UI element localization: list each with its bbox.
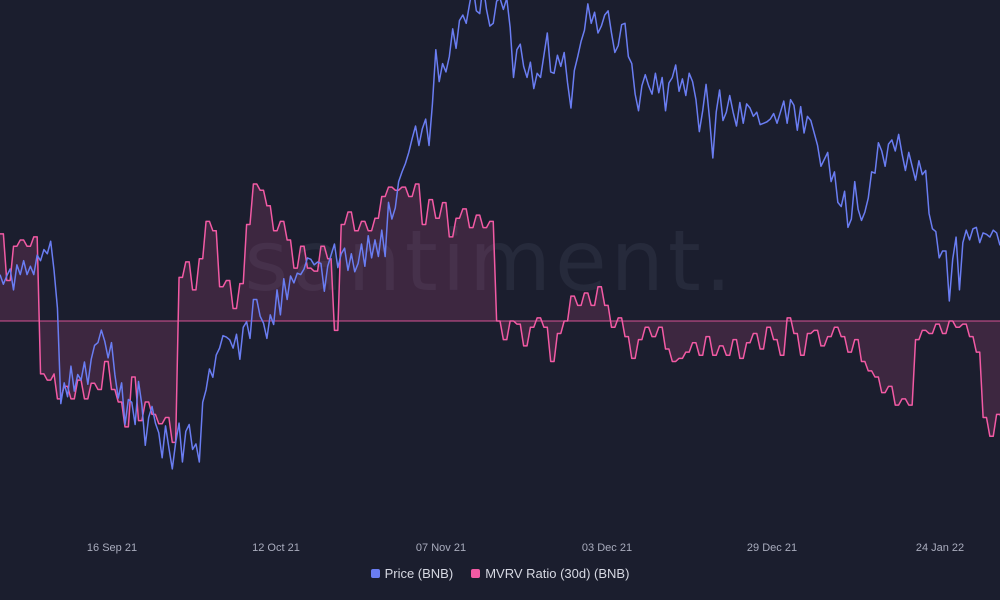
x-tick-label: 29 Dec 21 bbox=[747, 542, 797, 554]
legend-item-price[interactable]: Price (BNB) bbox=[370, 566, 454, 581]
legend-label-mvrv: MVRV Ratio (30d) (BNB) bbox=[485, 566, 630, 581]
x-axis: 16 Sep 21 12 Oct 21 07 Nov 21 03 Dec 21 29 D… bbox=[87, 542, 964, 554]
mvrv-series-line bbox=[0, 183, 1000, 444]
mvrv-area-group bbox=[0, 184, 1000, 443]
x-tick-label: 03 Dec 21 bbox=[582, 542, 632, 554]
legend-label-price: Price (BNB) bbox=[384, 566, 454, 581]
x-tick-label: 07 Nov 21 bbox=[416, 542, 466, 554]
x-tick-label: 16 Sep 21 bbox=[87, 542, 137, 554]
x-tick-label: 12 Oct 21 bbox=[252, 542, 300, 554]
watermark-text: santiment. bbox=[244, 212, 735, 310]
legend-swatch-price bbox=[370, 569, 380, 578]
legend-item-mvrv[interactable]: MVRV Ratio (30d) (BNB) bbox=[471, 566, 629, 581]
legend: Price (BNB) MVRV Ratio (30d) (BNB) bbox=[0, 566, 1000, 581]
x-tick-label: 24 Jan 22 bbox=[916, 542, 964, 554]
legend-swatch-mvrv bbox=[471, 569, 481, 578]
series-lines-group bbox=[0, 0, 1000, 470]
price-series-line bbox=[0, 0, 1000, 470]
mvrv-area bbox=[0, 184, 1000, 443]
